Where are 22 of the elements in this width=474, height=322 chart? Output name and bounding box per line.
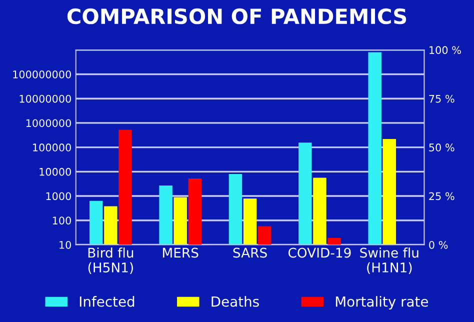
x-tick-label: COVID-19	[288, 248, 351, 258]
x-tick-label: MERS	[163, 248, 198, 258]
y-tick-label: 10	[60, 240, 71, 249]
y-tick-label: 10000	[40, 168, 71, 176]
y-tick-label: 10000000	[20, 94, 71, 103]
legend-label: Mortality rate	[336, 296, 428, 310]
y-tick-label: 1000	[46, 192, 71, 200]
y2-tick-label: 25 %	[429, 192, 454, 200]
legend-label: Infected	[80, 296, 134, 307]
y-tick-label: 1000000	[26, 119, 71, 128]
x-tick-label: SARS	[233, 248, 267, 258]
y-tick-label: 100	[52, 216, 71, 224]
y-tick-label: 100000000	[13, 70, 71, 78]
y2-tick-label: 0 %	[429, 240, 448, 249]
y2-tick-label: 75 %	[429, 94, 454, 103]
x-tick-label: Bird flu (H5N1)	[88, 248, 134, 274]
y2-tick-label: 50 %	[429, 144, 454, 152]
y-tick-label: 100000	[33, 144, 71, 152]
chart-title: COMPARISON OF PANDEMICS	[67, 8, 406, 24]
x-tick-label: Swine flu (H1N1)	[360, 248, 418, 274]
legend-label: Deaths	[212, 296, 259, 307]
y2-tick-label: 100 %	[430, 46, 461, 54]
